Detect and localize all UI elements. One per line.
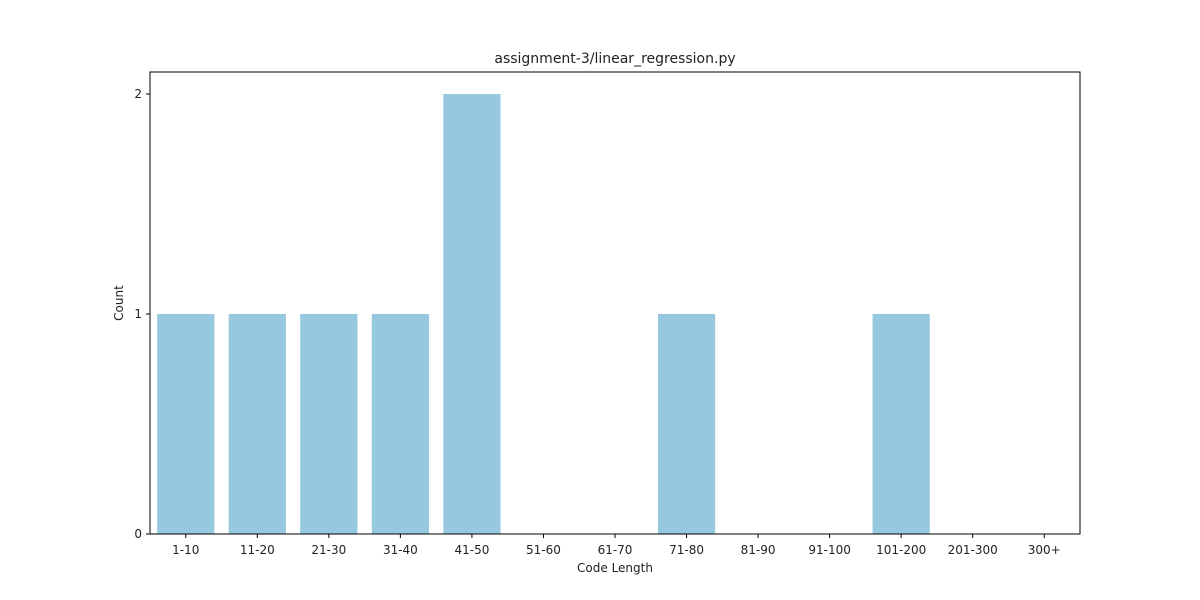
x-axis-label: Code Length bbox=[577, 561, 653, 575]
x-tick-label: 61-70 bbox=[598, 543, 633, 557]
x-axis-ticks: 1-10 11-20 21-30 31-40 41-50 51-60 61-70 71-80 8… bbox=[172, 534, 1061, 557]
bars-group bbox=[157, 94, 930, 534]
y-axis-label: Count bbox=[112, 285, 126, 321]
bar-31-40 bbox=[371, 314, 429, 534]
x-tick-label: 91-100 bbox=[808, 543, 851, 557]
bar-41-50 bbox=[443, 94, 501, 534]
x-tick-label: 21-30 bbox=[311, 543, 346, 557]
x-tick-label: 51-60 bbox=[526, 543, 561, 557]
bar-11-20 bbox=[228, 314, 286, 534]
chart-title: assignment-3/linear_regression.py bbox=[494, 51, 735, 67]
x-tick-label: 41-50 bbox=[454, 543, 489, 557]
x-tick-label: 201-300 bbox=[948, 543, 998, 557]
x-tick-label: 81-90 bbox=[741, 543, 776, 557]
x-tick-label: 71-80 bbox=[669, 543, 704, 557]
y-tick-label: 0 bbox=[134, 527, 142, 541]
x-tick-label: 300+ bbox=[1028, 543, 1061, 557]
bar-21-30 bbox=[300, 314, 358, 534]
plot-frame bbox=[149, 71, 1081, 535]
bar-1-10 bbox=[157, 314, 215, 534]
x-tick-label: 1-10 bbox=[172, 543, 199, 557]
y-tick-label: 1 bbox=[134, 307, 142, 321]
bar-101-200 bbox=[872, 314, 930, 534]
x-tick-label: 101-200 bbox=[876, 543, 926, 557]
y-tick-label: 2 bbox=[134, 87, 142, 101]
bar-71-80 bbox=[657, 314, 716, 534]
y-axis-ticks: 0 1 2 bbox=[134, 87, 150, 541]
x-tick-label: 11-20 bbox=[240, 543, 275, 557]
x-tick-label: 31-40 bbox=[383, 543, 418, 557]
